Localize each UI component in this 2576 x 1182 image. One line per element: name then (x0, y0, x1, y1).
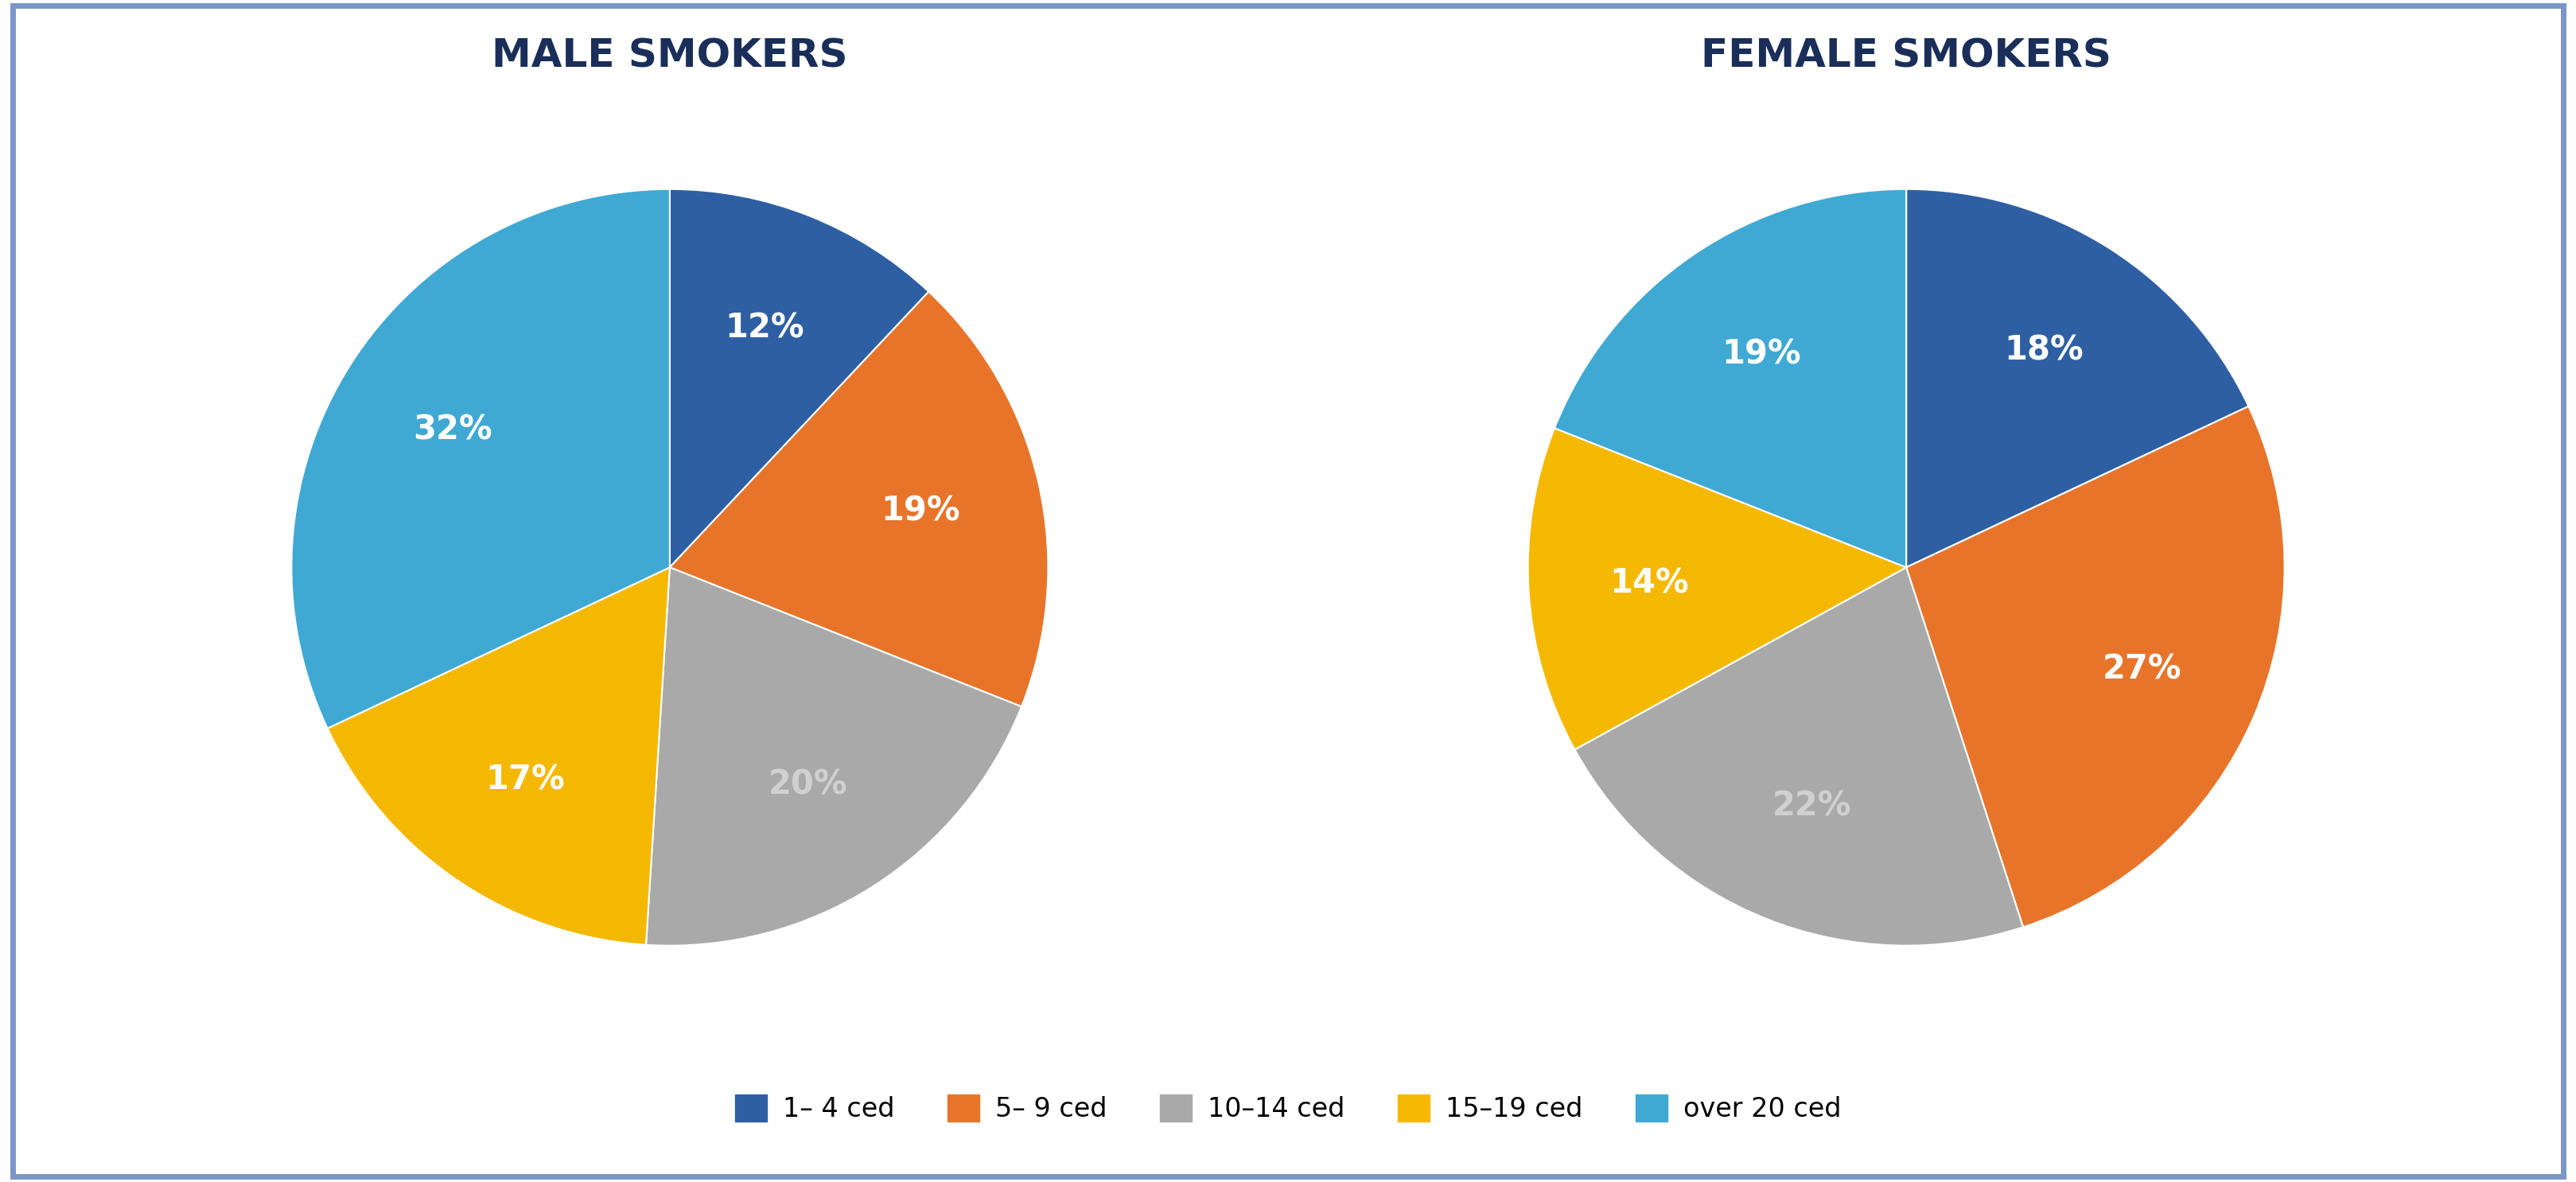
Wedge shape (670, 292, 1048, 707)
Wedge shape (291, 189, 670, 728)
Text: 19%: 19% (881, 494, 961, 528)
Wedge shape (1574, 567, 2022, 946)
Text: 27%: 27% (2102, 652, 2182, 687)
Title: MALE SMOKERS: MALE SMOKERS (492, 37, 848, 74)
Title: FEMALE SMOKERS: FEMALE SMOKERS (1700, 37, 2112, 74)
Wedge shape (670, 189, 930, 567)
Text: 19%: 19% (1721, 338, 1801, 371)
Legend: 1– 4 ced, 5– 9 ced, 10–14 ced, 15–19 ced, over 20 ced: 1– 4 ced, 5– 9 ced, 10–14 ced, 15–19 ced… (724, 1084, 1852, 1134)
Wedge shape (1906, 407, 2285, 927)
Text: 22%: 22% (1772, 790, 1852, 823)
Wedge shape (647, 567, 1023, 946)
Text: 12%: 12% (724, 312, 804, 345)
Wedge shape (327, 567, 670, 944)
Text: 20%: 20% (768, 768, 848, 801)
Text: 32%: 32% (412, 413, 492, 447)
Wedge shape (1528, 428, 1906, 749)
Wedge shape (1553, 189, 1906, 567)
Text: 18%: 18% (2004, 333, 2084, 366)
Text: 17%: 17% (484, 764, 564, 797)
Text: 14%: 14% (1610, 567, 1690, 600)
Wedge shape (1906, 189, 2249, 567)
